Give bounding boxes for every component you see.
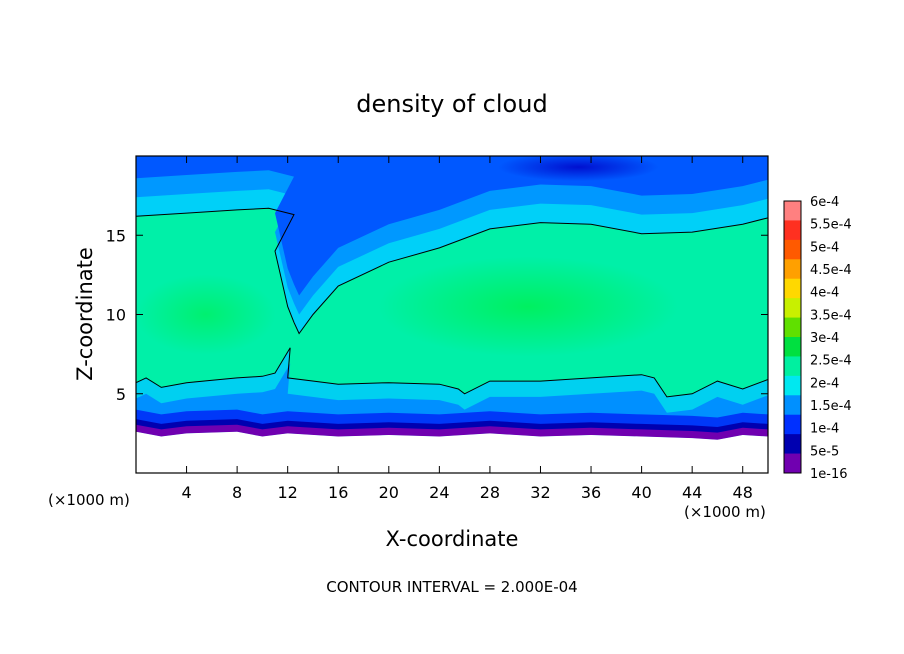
colorbar-swatch — [784, 278, 801, 299]
colorbar-label: 1e-16 — [810, 467, 848, 482]
colorbar: 6e-4 5.5e-4 5e-4 4.5e-4 4e-4 3.5e-4 3e-4 2.5e-4… — [783, 195, 852, 482]
x-tick-label: 16 — [328, 483, 348, 502]
colorbar-label: 5e-4 — [810, 240, 839, 255]
x-tick-label: 20 — [379, 483, 399, 502]
colorbar-swatch — [784, 317, 801, 338]
x-tick-label: 44 — [682, 483, 702, 502]
colorbar-label: 4.5e-4 — [810, 263, 852, 278]
x-tick-label: 40 — [631, 483, 651, 502]
x-tick-label: 12 — [278, 483, 298, 502]
upper-dark-core — [498, 156, 659, 182]
x-unit-right: (×1000 m) — [684, 503, 766, 521]
x-tick-label: 36 — [581, 483, 601, 502]
colorbar-swatch — [784, 201, 801, 221]
x-tick-label: 48 — [733, 483, 753, 502]
y-axis-ticks: 5 10 15 — [106, 226, 768, 404]
colorbar-label: 1.5e-4 — [810, 399, 852, 414]
contour-line-upper — [136, 207, 768, 335]
y-tick-label: 15 — [106, 226, 126, 245]
colorbar-label: 5e-5 — [810, 444, 839, 459]
colorbar-label: 1e-4 — [810, 422, 839, 437]
colorbar-label: 5.5e-4 — [810, 218, 852, 233]
colorbar-label: 6e-4 — [810, 195, 839, 210]
colorbar-swatch — [784, 239, 801, 260]
plot-field — [136, 156, 768, 473]
x-unit-left: (×1000 m) — [48, 491, 130, 509]
y-axis-label: Z-coordinate — [73, 247, 97, 381]
colorbar-swatch — [784, 453, 801, 474]
ground-no-data — [136, 431, 768, 473]
contour-interval-note: CONTOUR INTERVAL = 2.000E-04 — [326, 578, 577, 596]
cloud-core-right — [377, 256, 678, 357]
colorbar-frame — [783, 200, 802, 474]
upper-layer-blue — [136, 156, 768, 296]
x-axis-ticks: 4 8 12 16 20 24 28 32 36 40 44 48 — [181, 156, 753, 502]
colorbar-label: 3e-4 — [810, 331, 839, 346]
colorbar-label: 4e-4 — [810, 286, 839, 301]
colorbar-swatch — [784, 434, 801, 454]
colorbar-label: 2.5e-4 — [810, 354, 852, 369]
colorbar-swatch — [784, 375, 801, 396]
colorbar-swatch — [784, 414, 801, 435]
y-tick-label: 10 — [106, 306, 126, 325]
colorbar-swatch — [784, 395, 801, 416]
x-axis-label: X-coordinate — [386, 527, 519, 551]
cloud-core-left — [136, 274, 276, 355]
colorbar-swatch — [784, 220, 801, 241]
colorbar-label: 2e-4 — [810, 376, 839, 391]
chart-title: density of cloud — [356, 90, 547, 118]
lower-layer-purple — [136, 424, 768, 440]
colorbar-swatch — [784, 298, 801, 318]
contour-line-lower — [136, 347, 768, 398]
x-tick-label: 32 — [530, 483, 550, 502]
colorbar-swatch — [784, 337, 801, 357]
x-tick-label: 28 — [480, 483, 500, 502]
colorbar-swatch — [784, 259, 801, 280]
colorbar-label: 3.5e-4 — [810, 308, 852, 323]
colorbar-swatch — [784, 356, 801, 377]
x-tick-label: 8 — [232, 483, 242, 502]
x-tick-label: 24 — [429, 483, 449, 502]
x-tick-label: 4 — [181, 483, 191, 502]
y-tick-label: 5 — [116, 385, 126, 404]
